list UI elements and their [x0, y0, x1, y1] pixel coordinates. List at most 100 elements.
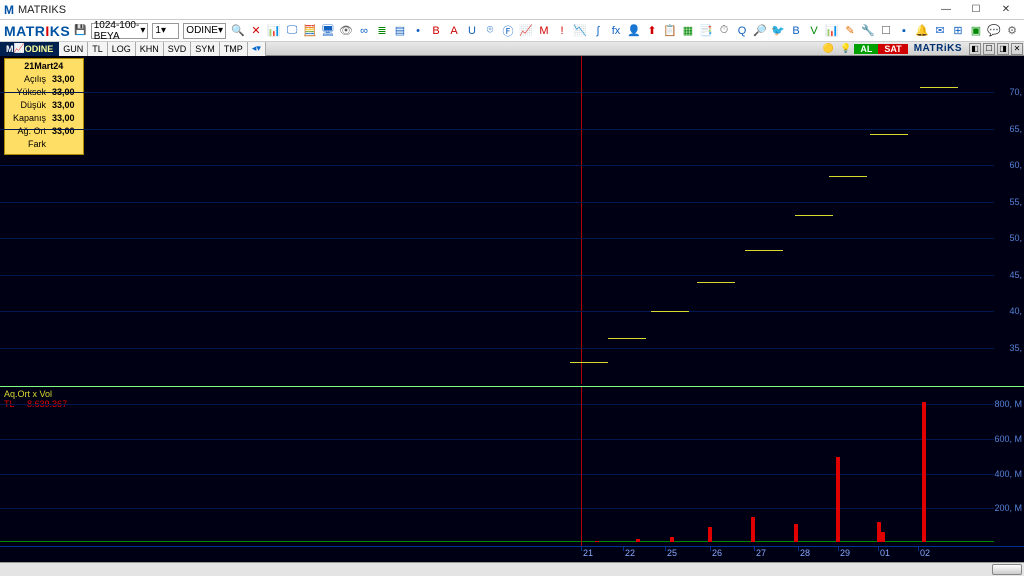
volume-bar	[794, 524, 798, 542]
toolbar-icon-17[interactable]: M	[536, 23, 552, 39]
chart-symbol[interactable]: M📈ODINE	[0, 42, 59, 56]
toolbar-icon-0[interactable]: 🔍	[230, 23, 246, 39]
template-select[interactable]: 1024-100-BEYA▾	[91, 23, 149, 39]
toolbar-icon-13[interactable]: U	[464, 23, 480, 39]
toolbar-icon-38[interactable]: 🔔	[914, 23, 930, 39]
volume-bar	[636, 539, 640, 542]
toolbar-icon-12[interactable]: A	[446, 23, 462, 39]
symbol-select[interactable]: ODINE▾	[183, 23, 226, 39]
date-label: 25	[667, 548, 677, 558]
toolbar-icon-3[interactable]: 🖵	[284, 23, 300, 39]
toolbar-icon-10[interactable]: •	[410, 23, 426, 39]
toolbar-icon-15[interactable]: Ⓕ	[500, 23, 516, 39]
toolbar-icon-24[interactable]: 📋	[662, 23, 678, 39]
toolbar-icon-30[interactable]: 🐦	[770, 23, 786, 39]
toolbar-icon-22[interactable]: 👤	[626, 23, 642, 39]
toolbar-icon-33[interactable]: 📊	[824, 23, 840, 39]
volume-bar	[708, 527, 712, 542]
maximize-button[interactable]: ☐	[962, 1, 990, 19]
toolbar-icon-16[interactable]: 📈	[518, 23, 534, 39]
price-bar	[608, 338, 646, 339]
toolbar-icon-4[interactable]: 🧮	[302, 23, 318, 39]
brand-label: MATRiKS	[908, 43, 968, 54]
scrollbar-thumb[interactable]	[992, 564, 1022, 575]
toolbar-icon-41[interactable]: ▣	[968, 23, 984, 39]
price-bar	[745, 250, 783, 251]
toolbar-icon-35[interactable]: 🔧	[860, 23, 876, 39]
toolbar-icon-20[interactable]: ∫	[590, 23, 606, 39]
indicator-icon[interactable]: 💡	[837, 43, 854, 54]
toolbar-icon-23[interactable]: ⬆	[644, 23, 660, 39]
panel-win-btn-2[interactable]: ◨	[997, 43, 1009, 55]
toolbar-icon-7[interactable]: ∞	[356, 23, 372, 39]
toolbar-icon-34[interactable]: ✎	[842, 23, 858, 39]
volume-bar	[751, 517, 755, 542]
buy-button[interactable]: AL	[854, 44, 878, 54]
tab-tmp[interactable]: TMP	[220, 42, 248, 56]
panel-win-btn-3[interactable]: ✕	[1011, 43, 1023, 55]
toolbar-icon-40[interactable]: ⊞	[950, 23, 966, 39]
toolbar-icon-37[interactable]: ▪	[896, 23, 912, 39]
volume-bar	[670, 537, 674, 542]
toolbar-icon-6[interactable]: 👁	[338, 23, 354, 39]
toolbar-icon-39[interactable]: ✉	[932, 23, 948, 39]
volume-bar	[881, 532, 885, 542]
save-icon[interactable]: 💾	[74, 25, 86, 36]
tab-khn[interactable]: KHN	[136, 42, 164, 56]
toolbar-icon-21[interactable]: fx	[608, 23, 624, 39]
toolbar-icon-25[interactable]: ▦	[680, 23, 696, 39]
h-scrollbar[interactable]	[0, 562, 1024, 576]
toolbar-icon-29[interactable]: 🔎	[752, 23, 768, 39]
date-label: 29	[840, 548, 850, 558]
toolbar-icon-18[interactable]: !	[554, 23, 570, 39]
toolbar-icon-9[interactable]: ▤	[392, 23, 408, 39]
toolbar-icon-14[interactable]: ⌾	[482, 23, 498, 39]
date-label: 22	[625, 548, 635, 558]
date-label: 21	[583, 548, 593, 558]
ohlc-databox: 21Mart24 Açılış33,00Yüksek33,00Düşük33,0…	[4, 58, 84, 155]
date-label: 27	[756, 548, 766, 558]
toolbar-icon-1[interactable]: ✕	[248, 23, 264, 39]
toolbar-icon-5[interactable]: 🖥	[320, 23, 336, 39]
volume-bar	[836, 457, 840, 542]
tab-tl[interactable]: TL	[88, 42, 108, 56]
toolbar-icon-32[interactable]: V	[806, 23, 822, 39]
toolbar-icon-43[interactable]: ⚙	[1004, 23, 1020, 39]
toolbar-icon-26[interactable]: 📑	[698, 23, 714, 39]
tab-sym[interactable]: SYM	[191, 42, 220, 56]
close-button[interactable]: ✕	[992, 1, 1020, 19]
tab-log[interactable]: LOG	[108, 42, 136, 56]
toolbar-icon-8[interactable]: ≣	[374, 23, 390, 39]
toolbar-icon-36[interactable]: ☐	[878, 23, 894, 39]
size-select[interactable]: 1▾	[152, 23, 179, 39]
tab-svd[interactable]: SVD	[164, 42, 192, 56]
chart-area: 21Mart24 Açılış33,00Yüksek33,00Düşük33,0…	[0, 56, 1024, 576]
cursor-line	[581, 56, 582, 384]
titlebar: M MATRIKS — ☐ ✕	[0, 0, 1024, 20]
price-bar	[795, 215, 833, 216]
brand-logo: MATRIKS	[4, 23, 70, 39]
price-bar	[870, 134, 908, 135]
app-logo-icon: M	[4, 3, 14, 17]
toolbar-icons: 🔍✕📊🖵🧮🖥👁∞≣▤•BAU⌾Ⓕ📈M!📉∫fx👤⬆📋▦📑⏱Q🔎🐦BV📊✎🔧☐▪🔔…	[230, 23, 1020, 39]
panel-win-btn-0[interactable]: ◧	[969, 43, 981, 55]
toolbar-icon-42[interactable]: 💬	[986, 23, 1002, 39]
tab-gun[interactable]: GUN	[59, 42, 88, 56]
minimize-button[interactable]: —	[932, 1, 960, 19]
panel-win-btn-1[interactable]: ☐	[983, 43, 995, 55]
tab-dropdown[interactable]: ◂▾	[248, 42, 266, 56]
toolbar-icon-2[interactable]: 📊	[266, 23, 282, 39]
app-title: MATRIKS	[18, 4, 66, 16]
toolbar-icon-11[interactable]: B	[428, 23, 444, 39]
main-toolbar: MATRIKS 💾 1024-100-BEYA▾ 1▾ ODINE▾ 🔍✕📊🖵🧮…	[0, 20, 1024, 42]
volume-bar	[595, 541, 599, 542]
volume-panel[interactable]: Aq.Ort x Vol TL 8.639.367 200, M400, M60…	[0, 386, 1024, 546]
toolbar-icon-27[interactable]: ⏱	[716, 23, 732, 39]
alert-icon[interactable]: 🟡	[820, 43, 837, 54]
toolbar-icon-28[interactable]: Q	[734, 23, 750, 39]
price-panel[interactable]: 21Mart24 Açılış33,00Yüksek33,00Düşük33,0…	[0, 56, 1024, 384]
toolbar-icon-19[interactable]: 📉	[572, 23, 588, 39]
price-bar	[829, 176, 867, 177]
sell-button[interactable]: SAT	[878, 44, 907, 54]
toolbar-icon-31[interactable]: B	[788, 23, 804, 39]
